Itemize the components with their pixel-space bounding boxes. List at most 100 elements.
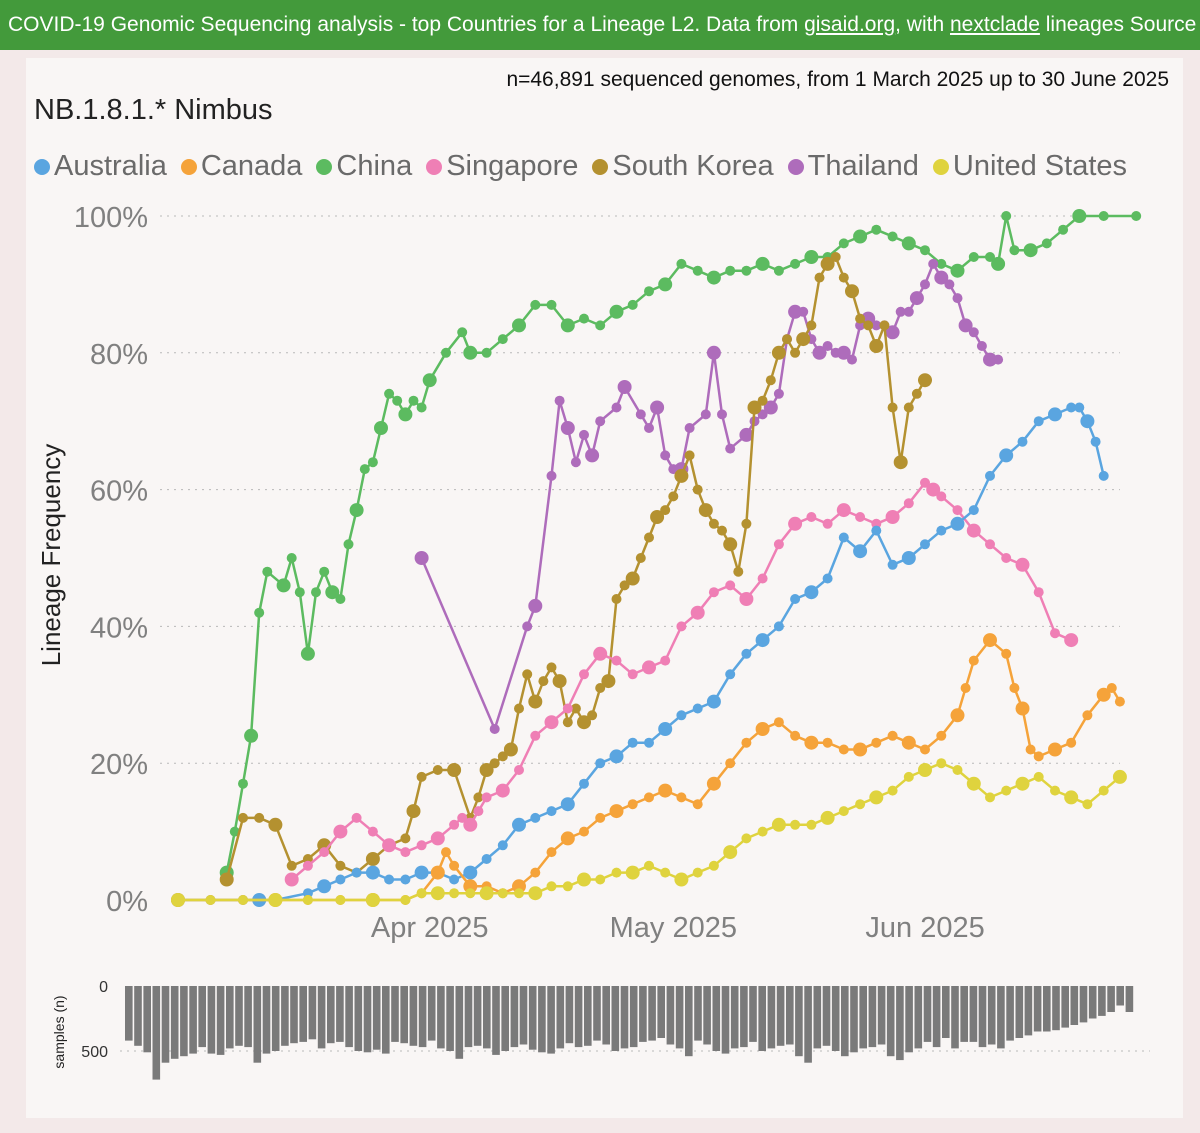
sample-bar [1043,986,1051,1032]
legend-item-south-korea[interactable]: South Korea [592,150,774,183]
data-point [593,646,608,661]
legend-label: Singapore [446,150,579,182]
data-point [463,345,478,360]
data-point [1009,683,1020,693]
data-point [522,621,533,632]
data-point [983,633,997,648]
data-point [757,395,768,406]
data-point [830,252,841,262]
data-point [741,648,752,659]
data-point [1082,710,1093,721]
sample-bar [795,986,803,1057]
sample-bar [978,986,987,1048]
data-point [934,270,949,285]
data-point [1106,683,1117,693]
data-point [845,284,859,299]
data-point [449,888,460,899]
sample-bar [226,986,234,1049]
data-point [644,286,654,297]
data-point [773,265,784,276]
series-thailand [414,258,1004,734]
sample-bar [942,986,950,1038]
data-point [660,450,671,461]
data-point [999,448,1014,463]
data-point [552,674,567,689]
data-point [936,758,947,769]
sample-bar [345,986,353,1048]
sample-bar [189,986,197,1054]
gisaid-link[interactable]: gisaid.org [804,13,896,36]
sample-bar [905,986,913,1053]
sample-bar [813,986,822,1049]
data-point [790,730,801,741]
data-point [627,669,638,680]
sample-bar [804,986,812,1063]
bar-y-tick-label: 500 [81,1044,108,1061]
data-point [286,860,297,871]
data-point [820,256,835,271]
sample-bar [152,986,161,1080]
sample-bar [400,986,408,1044]
data-point [903,771,914,782]
data-point [497,751,508,762]
data-point [463,817,478,832]
legend-item-china[interactable]: China [316,150,412,183]
data-point [985,470,995,481]
y-tick-label: 40% [90,612,148,644]
sample-bar [565,986,574,1044]
data-point [465,888,476,899]
data-point [284,872,299,887]
data-point [365,893,380,907]
data-point [968,252,979,262]
sample-bar [602,986,610,1045]
data-point [579,826,589,837]
legend-item-australia[interactable]: Australia [34,150,167,183]
data-point [901,551,916,565]
sample-bar [327,986,335,1044]
data-point [985,252,995,262]
y-tick-label: 60% [90,476,148,508]
data-point [595,812,606,823]
data-point [788,304,803,319]
legend-item-canada[interactable]: Canada [180,150,302,183]
data-point [901,735,916,750]
data-point [560,831,575,846]
data-point [741,737,752,748]
data-point [367,826,378,837]
sample-bar [483,986,491,1049]
legend-item-singapore[interactable]: Singapore [426,150,578,183]
sample-bar [574,986,583,1048]
data-point [359,464,370,475]
data-point [238,778,248,789]
data-point [367,457,378,468]
data-point [530,730,541,741]
data-point [560,318,575,333]
data-point [918,373,932,388]
legend-dot [426,158,443,175]
data-point [642,660,656,675]
data-point [985,792,995,803]
sample-bar [382,986,390,1054]
data-point [302,860,313,871]
sample-bar [584,986,592,1046]
data-point [432,765,443,775]
data-point [343,539,354,550]
sample-bar [1088,986,1097,1019]
data-point [1064,633,1079,648]
legend-item-thailand[interactable]: Thailand [787,150,919,183]
data-point [238,895,248,905]
legend-item-united-states[interactable]: United States [932,150,1127,183]
data-point [658,277,673,292]
sample-bar [694,986,702,1041]
sample-bar [538,986,546,1053]
data-point [893,455,908,470]
nextclade-link[interactable]: nextclade [950,13,1040,36]
data-point [717,525,727,536]
data-point [311,587,321,598]
data-point [562,717,573,728]
sample-bar [859,986,867,1049]
sample-bar [1125,986,1134,1012]
data-point [804,585,819,600]
y-tick-label: 100% [74,202,148,234]
sample-bar [427,986,436,1041]
